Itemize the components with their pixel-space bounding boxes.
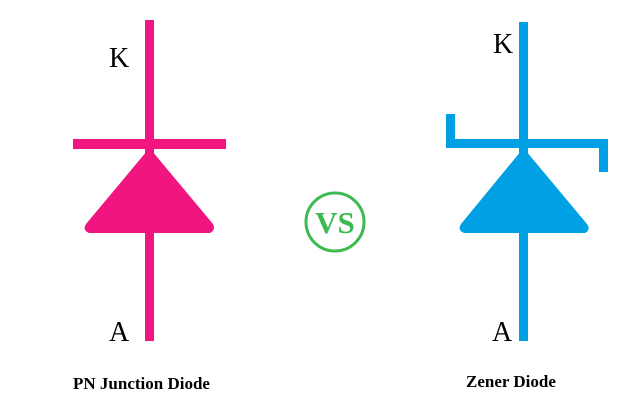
pn-junction-diode-symbol: K A [73, 20, 226, 348]
versus-badge: VS [304, 191, 366, 253]
pn-diode-anode-triangle [84, 148, 214, 233]
versus-circle [304, 191, 366, 253]
versus-text: VS [315, 205, 355, 240]
zener-diode-cathode-label: K [493, 29, 513, 60]
pn-junction-diode-caption: PN Junction Diode [73, 374, 210, 393]
zener-diode-caption: Zener Diode [466, 372, 556, 391]
zener-diode-cathode-bar [446, 114, 608, 172]
zener-diode-anode-triangle [459, 148, 589, 233]
pn-diode-anode-label: A [109, 317, 130, 348]
pn-diode-cathode-label: K [109, 43, 129, 74]
zener-diode-symbol: K A [446, 22, 608, 348]
zener-diode-anode-label: A [492, 317, 513, 348]
pn-diode-cathode-bar [73, 139, 226, 149]
